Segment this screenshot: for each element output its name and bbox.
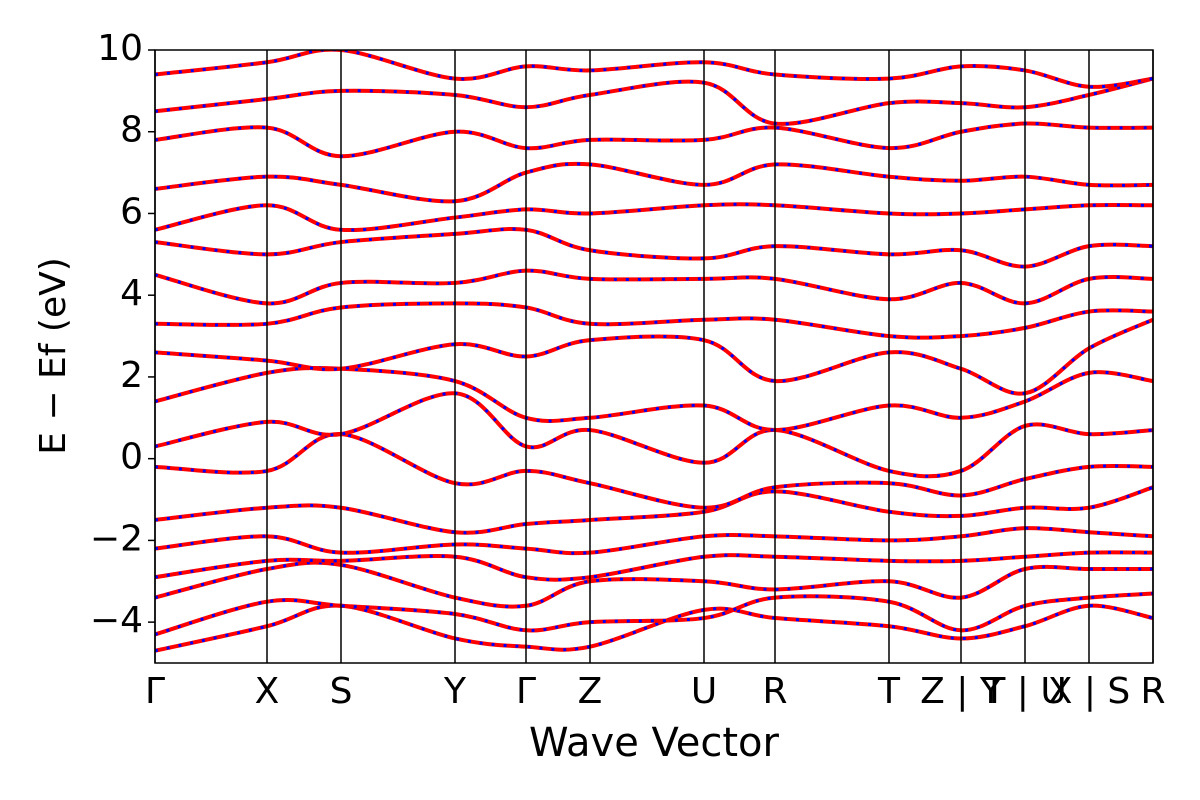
band-line [155,485,1153,535]
band-line [155,603,1153,653]
band-dash [155,162,1153,203]
band-dash [155,391,1153,478]
band-line [155,366,1153,433]
x-tick-label: X | S [1048,671,1131,712]
x-tick-label: X [255,671,280,712]
x-tick-label: R [762,671,787,712]
x-axis-label: Wave Vector [529,720,780,766]
y-tick-label: 6 [120,191,143,232]
band-dash [155,269,1153,305]
band-line [155,526,1153,556]
band-dash [155,202,1153,232]
y-tick-label: −4 [90,600,143,641]
x-tick-label: Γ [145,671,165,712]
band-line [155,226,1153,269]
band-dash [155,485,1153,535]
band-dash [155,227,1153,269]
band-dash [155,604,1153,653]
x-tick-label: Γ [516,671,536,712]
x-tick-label: S [330,671,353,712]
bands [155,50,1153,653]
x-tick-label: U [691,671,717,712]
x-tick-label: Z [578,671,603,712]
band-line [155,76,1153,126]
band-line [155,432,1153,510]
x-tick-label: T [877,671,901,712]
band-dash [155,592,1153,636]
band-line [155,161,1153,204]
band-dash [155,50,1153,89]
band-line [155,50,1153,89]
x-tick-label: Z | Y [920,671,1003,712]
band-line [155,268,1153,306]
y-axis-label: E − Ef (eV) [33,257,74,455]
band-dash [155,366,1153,432]
band-line [155,202,1153,233]
band-line [155,391,1153,479]
x-tick-label: R [1140,671,1165,712]
band-dash [155,432,1153,510]
y-tick-label: 4 [120,273,143,314]
y-tick-label: 2 [120,355,143,396]
x-tick-label: Y [443,671,467,712]
y-tick-label: 8 [120,110,143,151]
y-tick-label: 10 [97,28,143,69]
y-tick-label: 0 [120,437,143,478]
x-tick-label: T | U [982,671,1066,712]
band-line [155,121,1153,159]
y-tick-label: −2 [90,518,143,559]
